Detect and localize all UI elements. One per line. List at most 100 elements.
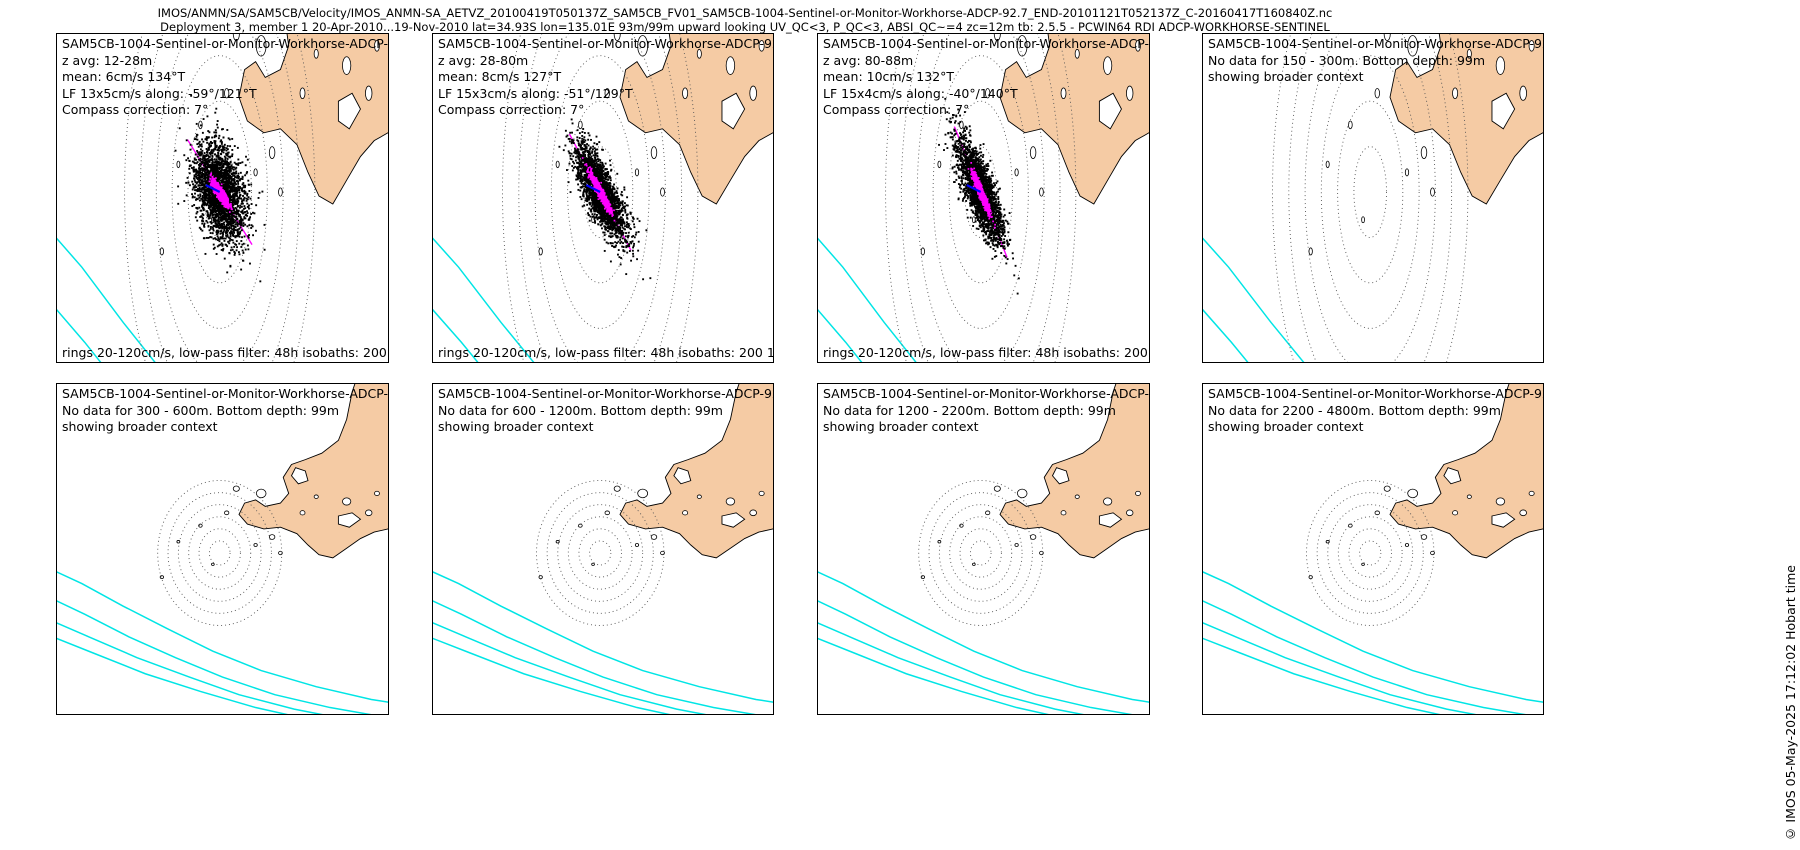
x-axis-tick-mark bbox=[1229, 714, 1230, 715]
islet-shape bbox=[299, 87, 306, 100]
islet-shape bbox=[299, 510, 306, 516]
landmass-polygon bbox=[238, 384, 388, 559]
y-axis-tick-mark bbox=[56, 173, 57, 174]
isobath-contour bbox=[57, 637, 288, 714]
isobath-contour bbox=[818, 600, 1133, 714]
speed-ring-40 bbox=[1337, 100, 1404, 284]
x-axis-tick-mark bbox=[151, 714, 152, 715]
suptitle-line-2: Deployment 3, member 1 20-Apr-2010...19-… bbox=[160, 20, 1330, 34]
map-panel-3[interactable]: SAM5CB-1004-Sentinel-or-Monitor-Workhors… bbox=[817, 33, 1150, 363]
islet-shape bbox=[1383, 485, 1391, 492]
lowpass-track bbox=[208, 172, 233, 213]
map-panel-4[interactable]: SAM5CB-1004-Sentinel-or-Monitor-Workhors… bbox=[1202, 33, 1544, 363]
islet-shape bbox=[1374, 88, 1380, 99]
speed-ring-100 bbox=[1288, 34, 1453, 362]
speed-ring-80 bbox=[916, 34, 1045, 362]
speed-ring-120 bbox=[1306, 480, 1435, 626]
islet-shape bbox=[1016, 35, 1028, 57]
islet-shape bbox=[1466, 494, 1472, 499]
islet-shape bbox=[1407, 488, 1419, 499]
islet-shape bbox=[268, 534, 276, 540]
islet-shape bbox=[555, 160, 560, 169]
x-axis-tick-mark bbox=[912, 714, 913, 715]
isobath-contour bbox=[433, 600, 756, 714]
speed-ring-20 bbox=[969, 540, 992, 566]
y-axis-tick-mark bbox=[56, 54, 57, 55]
y-axis-tick-mark bbox=[56, 627, 57, 628]
speed-ring-100 bbox=[900, 34, 1061, 362]
map-panel-2[interactable]: SAM5CB-1004-Sentinel-or-Monitor-Workhors… bbox=[432, 33, 774, 363]
islet-shape bbox=[224, 88, 230, 99]
map-canvas bbox=[1203, 384, 1543, 714]
map-canvas bbox=[818, 34, 1149, 362]
y-axis-tick-mark bbox=[56, 292, 57, 293]
islet-shape bbox=[1452, 510, 1459, 516]
x-axis-tick-mark bbox=[359, 714, 360, 715]
islet-shape bbox=[374, 490, 380, 497]
islet-shape bbox=[253, 543, 258, 547]
landmass-polygon bbox=[619, 34, 773, 205]
speed-ring-80 bbox=[1304, 34, 1436, 362]
y-axis-tick-mark bbox=[56, 465, 57, 466]
speed-ring-40 bbox=[567, 100, 634, 284]
panel-inner bbox=[433, 384, 773, 714]
x-axis-tick-mark bbox=[1514, 714, 1515, 715]
y-axis-tick-mark bbox=[56, 400, 57, 401]
islet-shape bbox=[1420, 534, 1428, 540]
isobath-contour bbox=[1203, 308, 1249, 362]
isobath-contour bbox=[1203, 600, 1526, 714]
map-canvas bbox=[57, 384, 388, 714]
speed-ring-60 bbox=[171, 55, 268, 329]
speed-ring-60 bbox=[1320, 55, 1420, 329]
islet-shape bbox=[1348, 120, 1353, 130]
speed-ring-60 bbox=[567, 516, 633, 590]
map-panel-5[interactable]: SAM5CB-1004-Sentinel-or-Monitor-Workhors… bbox=[56, 383, 389, 715]
landmass-polygon bbox=[999, 34, 1149, 205]
speed-ring-80 bbox=[534, 34, 666, 362]
map-canvas bbox=[57, 34, 388, 362]
isobath-contour bbox=[818, 308, 863, 362]
landmass-polygon bbox=[999, 384, 1149, 559]
islet-shape bbox=[985, 88, 991, 99]
x-axis-tick-mark bbox=[672, 714, 673, 715]
islet-shape bbox=[278, 550, 283, 556]
speed-ring-120 bbox=[918, 480, 1044, 626]
x-axis-tick-mark bbox=[843, 714, 844, 715]
speed-ring-60 bbox=[932, 55, 1029, 329]
islet-shape bbox=[1060, 510, 1067, 516]
mean-velocity-vector bbox=[205, 184, 221, 194]
islet-shape bbox=[342, 497, 352, 506]
islet-shape bbox=[985, 510, 991, 516]
islet-shape bbox=[696, 48, 702, 59]
x-axis-tick-mark bbox=[601, 714, 602, 715]
landmass-polygon bbox=[238, 34, 388, 205]
isobath-contour bbox=[1203, 571, 1543, 703]
islet-shape bbox=[1014, 543, 1019, 547]
suptitle-line-1: IMOS/ANMN/SA/SAM5CB/Velocity/IMOS_ANMN-S… bbox=[157, 6, 1333, 20]
map-panel-7[interactable]: SAM5CB-1004-Sentinel-or-Monitor-Workhors… bbox=[817, 383, 1150, 715]
islet-shape bbox=[538, 247, 543, 256]
islet-shape bbox=[1361, 562, 1365, 566]
landmass-polygon bbox=[619, 384, 773, 559]
panel-footer-legend: rings 20-120cm/s, low-pass filter: 48h i… bbox=[62, 345, 388, 360]
islet-shape bbox=[1103, 56, 1113, 75]
speed-ring-20 bbox=[1353, 146, 1387, 238]
map-panel-8[interactable]: SAM5CB-1004-Sentinel-or-Monitor-Workhors… bbox=[1202, 383, 1544, 715]
isobath-contour bbox=[818, 237, 917, 362]
islet-shape bbox=[1135, 490, 1141, 497]
speed-ring-80 bbox=[155, 34, 284, 362]
islet-shape bbox=[255, 488, 267, 499]
map-panel-6[interactable]: SAM5CB-1004-Sentinel-or-Monitor-Workhors… bbox=[432, 383, 774, 715]
x-axis-tick-mark bbox=[1051, 714, 1052, 715]
islet-shape bbox=[1420, 146, 1428, 159]
map-canvas bbox=[433, 384, 773, 714]
mean-velocity-vector bbox=[585, 184, 601, 194]
speed-ring-120 bbox=[885, 34, 1077, 362]
speed-ring-60 bbox=[550, 55, 650, 329]
mean-velocity-vector bbox=[966, 184, 982, 194]
x-axis-tick-mark bbox=[290, 714, 291, 715]
y-axis-tick-mark bbox=[56, 433, 57, 434]
map-panel-1[interactable]: SAM5CB-1004-Sentinel-or-Monitor-Workhors… bbox=[56, 33, 389, 363]
islet-shape bbox=[682, 510, 689, 516]
islet-shape bbox=[1452, 87, 1459, 100]
